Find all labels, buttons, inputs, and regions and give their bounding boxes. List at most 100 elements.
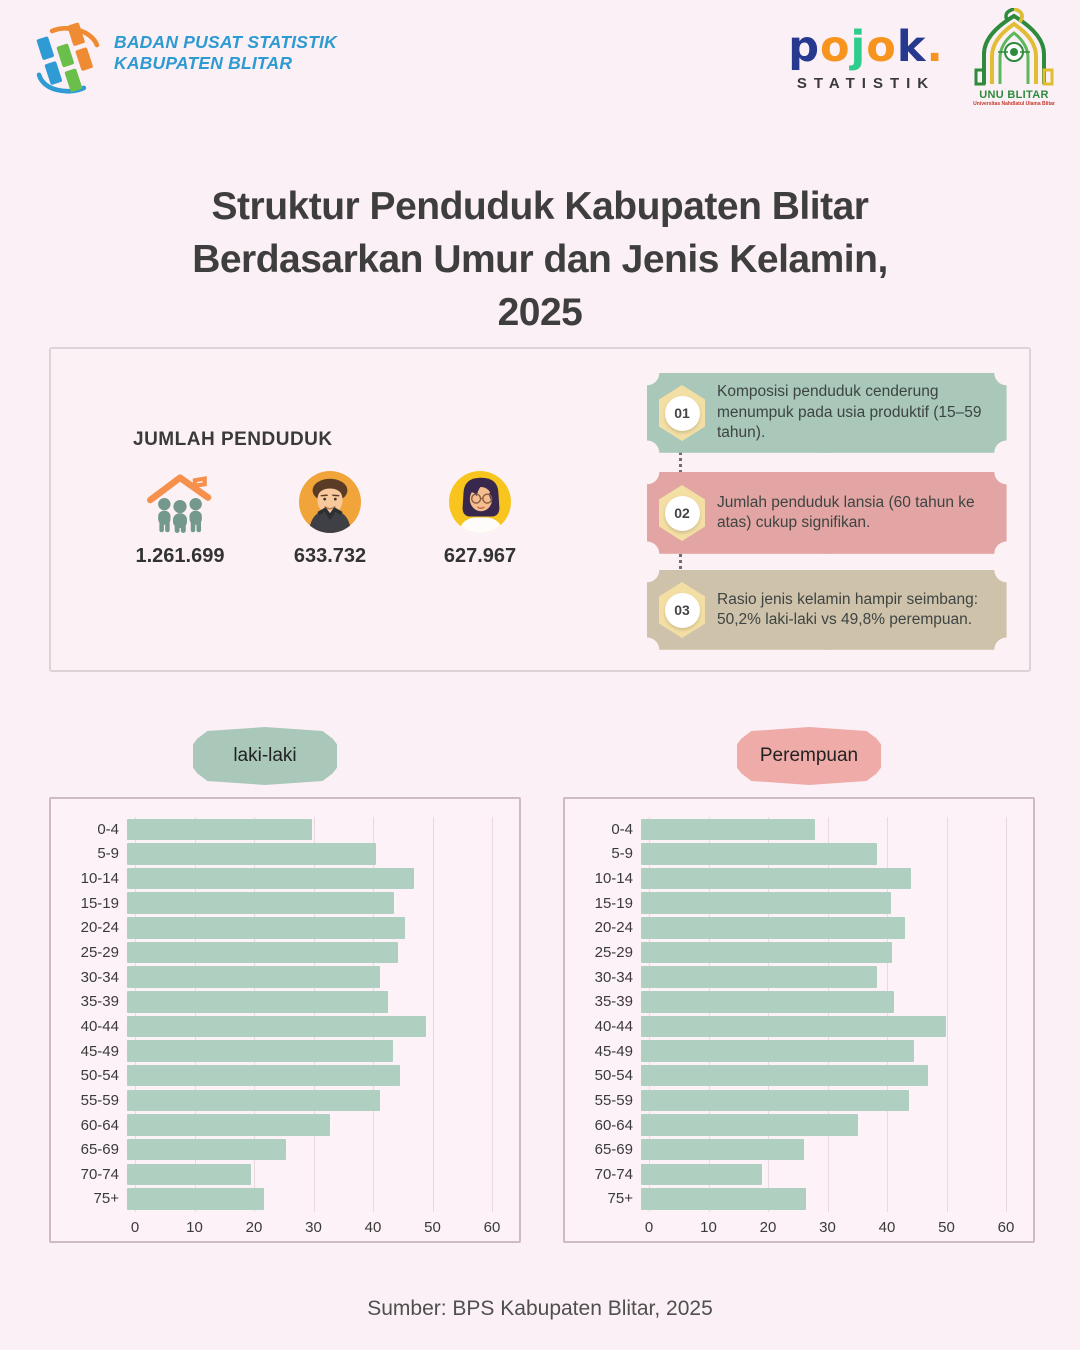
pojok-letter: o [866,22,897,72]
chart-row: 60-64 [51,1113,519,1138]
chart-row: 55-59 [565,1088,1033,1113]
source-note: Sumber: BPS Kabupaten Blitar, 2025 [367,1297,713,1320]
note-number: 02 [664,495,700,531]
age-group-label: 35-39 [594,993,633,1011]
chart-row: 75+ [565,1187,1033,1212]
x-axis-tick-label: 20 [759,1219,777,1236]
chart-plot-area: 0-4 5-9 10-14 15-19 20-24 25-29 30-34 35-39 40-4… [565,815,1033,1241]
age-group-label: 65-69 [80,1141,119,1159]
chart-row: 0-4 [51,817,519,842]
gridline [1006,817,1007,1212]
summary-panel: JUMLAH PENDUDUK [49,347,1031,672]
chart-row: 10-14 [565,866,1033,891]
x-axis-tick-label: 20 [245,1219,263,1236]
chart-row: 70-74 [565,1162,1033,1187]
population-bar [641,818,815,841]
chart-row: 40-44 [51,1014,519,1039]
chart-row: 35-39 [565,989,1033,1014]
chart-row: 0-4 [565,817,1033,842]
pojok-letter: o [819,22,851,72]
gridline [708,817,710,1212]
age-group-label: 5-9 [611,845,633,863]
chart-row: 30-34 [565,965,1033,990]
chart-row: 15-19 [51,891,519,916]
population-bar [127,1089,381,1112]
population-bar [127,917,405,939]
age-group-label: 55-59 [594,1091,633,1109]
gridline [827,817,829,1212]
title-line3: 2025 [497,291,583,334]
population-bar [127,892,395,914]
x-axis-tick-label: 60 [483,1219,501,1236]
chart-row: 45-49 [51,1039,519,1064]
age-group-label: 25-29 [594,944,633,962]
total-population-value: 1.261.699 [135,545,225,567]
chart-row: 65-69 [565,1137,1033,1162]
chart-rows: 0-4 5-9 10-14 15-19 20-24 25-29 30-34 35-39 40-4… [565,817,1033,1211]
chart-row: 50-54 [565,1063,1033,1088]
gridline [649,817,650,1212]
x-axis: 0 10 20 30 40 50 60 [131,1219,501,1243]
population-bar [127,1040,393,1062]
x-axis-tick-label: 50 [424,1219,441,1236]
unu-emblem-icon [974,7,1054,86]
note-text: Rasio jenis kelamin hampir seimbang: 50,… [717,590,979,628]
population-bar [127,1015,426,1038]
stat-male-population: 633.732 [255,467,405,568]
chart-row: 40-44 [565,1014,1033,1039]
gridline [768,817,769,1212]
population-bar [641,1163,763,1186]
population-bar [641,1089,909,1112]
bps-name-line1: BADAN PUSAT STATISTIK [114,32,337,52]
bps-agency-name: BADAN PUSAT STATISTIK KABUPATEN BLITAR [114,32,337,74]
population-bar [127,1138,287,1161]
note-text: Jumlah penduduk lansia (60 tahun ke atas… [717,493,975,531]
age-group-label: 50-54 [594,1067,633,1085]
stat-female-population: 627.967 [405,467,555,568]
chart-row: 20-24 [565,916,1033,941]
age-group-label: 15-19 [80,894,119,912]
chart-row: 65-69 [51,1137,519,1162]
note-card-2: 02 Jumlah penduduk lansia (60 tahun ke a… [647,472,1007,554]
title-line1: Struktur Penduduk Kabupaten Blitar [211,185,869,228]
chart-row: 15-19 [565,891,1033,916]
gridline [492,817,493,1212]
age-group-label: 5-9 [97,845,119,863]
x-axis-tick-label: 60 [997,1219,1015,1236]
age-group-label: 15-19 [594,894,633,912]
female-population-value: 627.967 [443,545,517,567]
gridline [254,817,255,1212]
age-group-label: 20-24 [80,919,119,937]
chart-row: 25-29 [51,940,519,965]
chart-rows: 0-4 5-9 10-14 15-19 20-24 25-29 30-34 35-39 40-4… [51,817,519,1211]
gridline [432,817,434,1212]
chart-row: 75+ [51,1187,519,1212]
chart-row: 5-9 [51,842,519,867]
chart-row: 70-74 [51,1162,519,1187]
page-title: Struktur Penduduk Kabupaten Blitar Berda… [0,180,1080,339]
male-population-value: 633.732 [293,545,367,567]
x-axis-tick-label: 10 [700,1219,717,1236]
population-bar [641,941,893,964]
population-bar [641,1114,858,1136]
chart-grid [649,817,1007,1212]
population-bar [641,1040,914,1062]
pojok-letter: . [926,22,944,72]
population-bar [641,966,877,988]
age-group-label: 35-39 [80,993,119,1011]
population-bar [641,991,894,1013]
female-population-chart: 0-4 5-9 10-14 15-19 20-24 25-29 30-34 35-39 40-4… [563,797,1035,1243]
x-axis-tick-label: 30 [305,1219,322,1236]
x-axis-tick-label: 50 [938,1219,955,1236]
female-chart-badge: Perempuan [737,727,881,785]
gridline [194,817,196,1212]
unu-name: UNU BLITAR [979,89,1049,101]
population-bar [127,966,381,988]
x-axis-tick-label: 0 [130,1219,140,1236]
x-axis-tick-label: 0 [644,1219,654,1236]
population-bar [641,1138,805,1161]
population-bar [127,941,398,964]
population-bar [641,867,912,890]
population-bar [127,867,415,890]
age-group-label: 75+ [607,1190,633,1208]
